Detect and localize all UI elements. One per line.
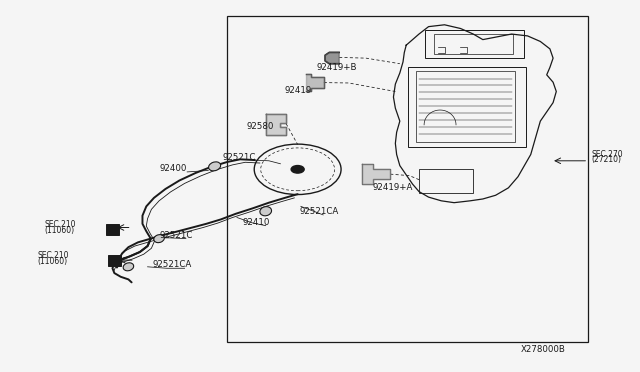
Bar	[426, 31, 524, 58]
Bar	[108, 255, 121, 266]
Ellipse shape	[123, 263, 134, 271]
Polygon shape	[306, 74, 324, 92]
Text: 92521C: 92521C	[159, 231, 193, 240]
Text: 92419+B: 92419+B	[317, 63, 357, 72]
Text: 92410: 92410	[242, 218, 269, 227]
Ellipse shape	[154, 235, 164, 243]
Text: X278000B: X278000B	[521, 344, 566, 353]
Text: 92521CA: 92521CA	[300, 207, 339, 216]
Circle shape	[291, 166, 304, 173]
Text: (27210): (27210)	[591, 155, 621, 164]
Text: 92419+A: 92419+A	[372, 183, 413, 192]
Text: (11060): (11060)	[44, 226, 74, 235]
Bar	[106, 224, 119, 235]
Text: (11060): (11060)	[38, 257, 68, 266]
Bar	[416, 71, 515, 141]
Bar	[419, 169, 473, 193]
Text: 92521C: 92521C	[223, 153, 256, 162]
Polygon shape	[266, 115, 286, 135]
Text: 92580: 92580	[246, 122, 274, 131]
Text: SEC.270: SEC.270	[591, 150, 623, 159]
Polygon shape	[325, 52, 339, 64]
Bar	[227, 16, 588, 341]
Ellipse shape	[260, 206, 271, 216]
Polygon shape	[362, 164, 390, 184]
Text: 92419: 92419	[285, 86, 312, 95]
Text: SEC.210: SEC.210	[38, 251, 69, 260]
Text: SEC.210: SEC.210	[44, 220, 76, 230]
Bar	[408, 67, 526, 147]
Text: 92400: 92400	[159, 164, 186, 173]
Ellipse shape	[209, 162, 221, 171]
Bar	[434, 34, 513, 54]
Text: 92521CA: 92521CA	[153, 260, 192, 269]
